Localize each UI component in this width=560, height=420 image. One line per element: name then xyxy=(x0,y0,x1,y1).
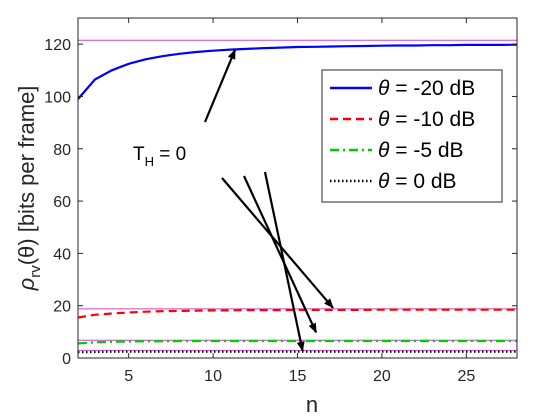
annotation-label-rest: = 0 xyxy=(154,144,186,165)
legend-entry-value: = 0 dB xyxy=(389,170,456,193)
legend-entry-theta: θ xyxy=(378,77,390,100)
y-axis-label: ρrv(θ) [bits per frame] xyxy=(14,86,44,292)
y-tick-label: 60 xyxy=(53,194,71,211)
legend-entry: θ = -10 dB xyxy=(378,108,475,131)
legend-entry-value: = -20 dB xyxy=(389,77,475,100)
legend-entry: θ = -5 dB xyxy=(378,139,464,162)
y-axis-label-main: ρ xyxy=(14,278,39,292)
x-tick-label: 20 xyxy=(373,368,391,385)
y-tick-label: 0 xyxy=(62,351,71,368)
x-tick-label: 5 xyxy=(124,368,133,385)
legend-entry-theta: θ xyxy=(378,170,390,193)
y-tick-label: 40 xyxy=(53,246,71,263)
y-tick-label: 20 xyxy=(53,299,71,316)
legend-entry-theta: θ xyxy=(378,108,390,131)
x-tick-label: 10 xyxy=(204,368,222,385)
y-tick-label: 100 xyxy=(44,89,71,106)
legend: θ = -20 dBθ = -10 dBθ = -5 dBθ = 0 dB xyxy=(321,69,503,203)
annotation-label: TH = 0 xyxy=(133,144,186,169)
y-axis-label-arg: (θ) [bits per frame] xyxy=(14,86,39,266)
legend-entry-value: = -10 dB xyxy=(389,108,475,131)
x-axis-label: n xyxy=(306,392,318,417)
annotation-arrow xyxy=(263,171,305,352)
annotation-label-sub: H xyxy=(145,154,154,169)
y-tick-label: 80 xyxy=(53,142,71,159)
y-tick-label: 120 xyxy=(44,37,71,54)
series-line xyxy=(78,350,517,354)
series-line xyxy=(78,308,517,319)
legend-entry-theta: θ xyxy=(378,139,390,162)
series-line xyxy=(78,43,517,100)
x-axis-ticks: 5 10 15 20 25 xyxy=(124,18,475,385)
legend-entry: θ = 0 dB xyxy=(378,170,457,193)
legend-box xyxy=(321,69,503,203)
x-tick-label: 25 xyxy=(457,368,475,385)
legend-entry-value: = -5 dB xyxy=(389,139,463,162)
y-axis-ticks: 0 20 40 60 80 100 120 xyxy=(44,37,517,368)
legend-entry: θ = -20 dB xyxy=(378,77,475,100)
annotation: TH = 0 xyxy=(133,48,334,352)
annotation-arrow xyxy=(221,177,334,309)
series-lines xyxy=(78,43,517,354)
series-line xyxy=(78,339,517,345)
y-axis-label-sub: rv xyxy=(27,265,44,278)
x-tick-label: 15 xyxy=(289,368,307,385)
annotation-arrow xyxy=(243,175,318,334)
annotation-label-main: T xyxy=(133,144,145,165)
annotation-arrow xyxy=(203,48,237,123)
